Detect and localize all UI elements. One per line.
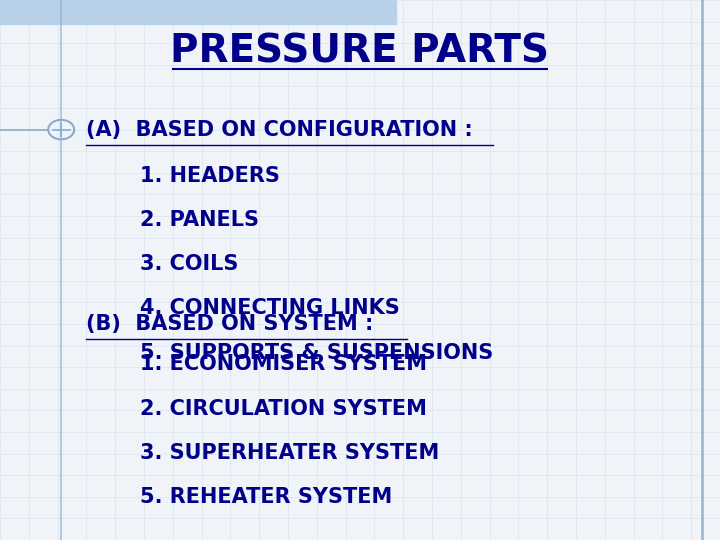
Text: 1. HEADERS: 1. HEADERS: [140, 165, 280, 186]
Text: PRESSURE PARTS: PRESSURE PARTS: [171, 32, 549, 70]
Bar: [0, 0, 396, 24]
Text: 3. COILS: 3. COILS: [140, 254, 239, 274]
Text: 4. CONNECTING LINKS: 4. CONNECTING LINKS: [140, 298, 400, 319]
Text: (B)  BASED ON SYSTEM :: (B) BASED ON SYSTEM :: [86, 314, 374, 334]
Text: (A)  BASED ON CONFIGURATION :: (A) BASED ON CONFIGURATION :: [86, 119, 473, 140]
Text: 2. PANELS: 2. PANELS: [140, 210, 259, 230]
Text: 3. SUPERHEATER SYSTEM: 3. SUPERHEATER SYSTEM: [140, 443, 440, 463]
Text: 1. ECONOMISER SYSTEM: 1. ECONOMISER SYSTEM: [140, 354, 428, 375]
Text: 5. SUPPORTS & SUSPENSIONS: 5. SUPPORTS & SUSPENSIONS: [140, 342, 494, 363]
Text: 2. CIRCULATION SYSTEM: 2. CIRCULATION SYSTEM: [140, 399, 427, 419]
Text: 5. REHEATER SYSTEM: 5. REHEATER SYSTEM: [140, 487, 392, 508]
